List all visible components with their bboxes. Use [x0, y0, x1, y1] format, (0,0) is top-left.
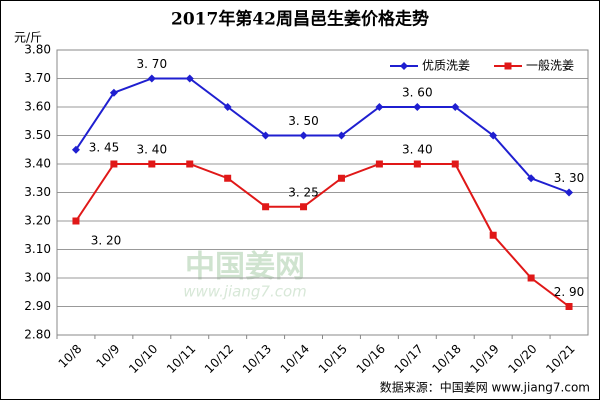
- series-line: [75, 163, 570, 308]
- data-label: 3. 60: [402, 86, 433, 100]
- legend-marker: [400, 62, 408, 70]
- data-point: [299, 131, 308, 140]
- data-point: [148, 160, 156, 168]
- data-point: [72, 217, 80, 225]
- legend-label: 优质洗姜: [422, 59, 470, 73]
- data-point: [527, 174, 536, 183]
- data-point: [375, 160, 383, 168]
- watermark-url: www.jiang7.com: [183, 283, 307, 301]
- data-label: 3. 30: [554, 171, 585, 185]
- data-label: 3. 50: [288, 114, 319, 128]
- data-point: [451, 160, 459, 168]
- y-tick-label: 3.80: [24, 43, 51, 57]
- data-point: [413, 160, 421, 168]
- y-tick-label: 3.30: [24, 185, 51, 199]
- data-point: [337, 131, 346, 140]
- data-point: [109, 88, 118, 97]
- data-point: [489, 131, 498, 140]
- data-point: [527, 274, 535, 282]
- data-point: [71, 145, 80, 154]
- y-axis-label: 元/斤: [14, 31, 42, 45]
- chart-title: 2017年第42周昌邑生姜价格走势: [171, 9, 429, 30]
- data-point: [262, 203, 270, 211]
- series-line: [75, 77, 570, 194]
- y-tick-label: 2.80: [24, 328, 51, 342]
- data-label: 3. 45: [89, 140, 120, 154]
- data-label: 3. 70: [137, 57, 168, 71]
- data-point: [565, 303, 573, 310]
- data-point: [223, 103, 232, 111]
- watermark: 中国姜网: [185, 250, 305, 285]
- data-point: [300, 203, 308, 211]
- data-point: [186, 160, 194, 168]
- data-point: [565, 188, 574, 197]
- data-point: [413, 103, 422, 111]
- data-point: [489, 231, 497, 239]
- y-tick-label: 3.10: [24, 242, 51, 256]
- data-label: 3. 25: [288, 185, 319, 199]
- source-note: 数据来源：中国姜网 www.jiang7.com: [380, 380, 590, 395]
- data-point: [451, 103, 460, 111]
- data-point: [185, 74, 194, 83]
- data-point: [261, 131, 270, 140]
- y-tick-label: 3.40: [24, 157, 51, 171]
- data-point: [224, 174, 232, 182]
- data-point: [375, 103, 384, 111]
- legend-label: 一般洗姜: [526, 58, 574, 73]
- y-tick-label: 3.70: [24, 71, 51, 85]
- legend-marker: [504, 62, 512, 70]
- y-tick-label: 3.00: [24, 271, 51, 285]
- data-label: 3. 40: [137, 143, 168, 157]
- y-tick-label: 3.50: [24, 128, 51, 142]
- y-tick-label: 2.90: [24, 299, 51, 313]
- data-point: [110, 160, 118, 168]
- y-tick-label: 3.20: [24, 214, 51, 228]
- y-tick-label: 3.60: [24, 100, 51, 114]
- data-label: 2. 90: [554, 285, 585, 299]
- data-label: 3. 20: [91, 234, 122, 248]
- data-label: 3. 40: [402, 143, 433, 157]
- data-point: [337, 174, 345, 182]
- data-point: [147, 74, 156, 83]
